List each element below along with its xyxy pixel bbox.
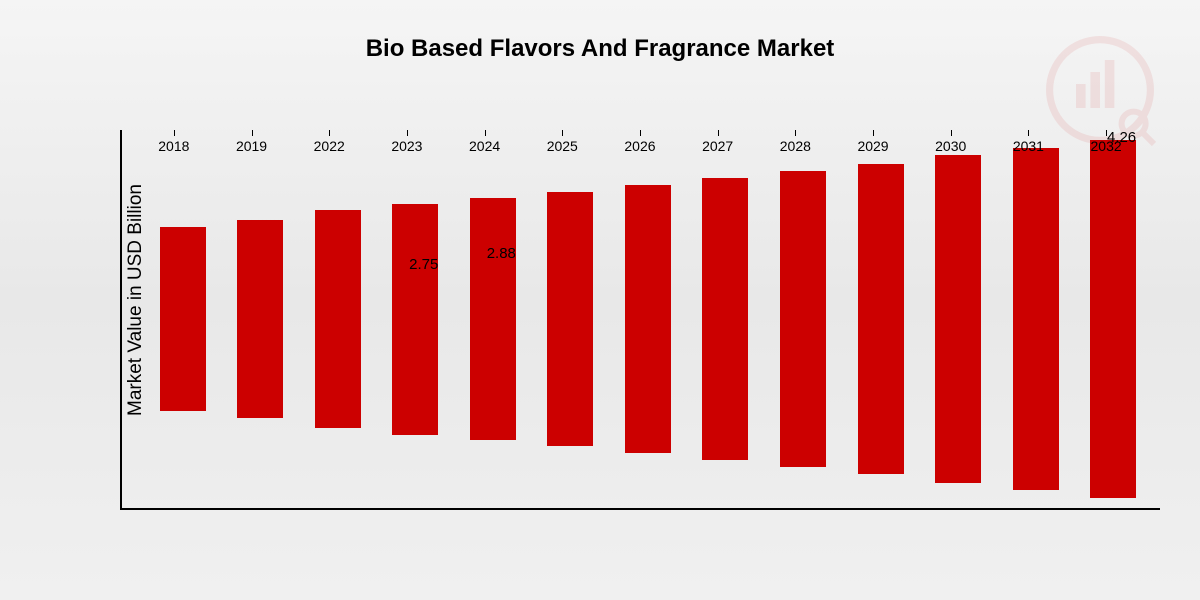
bar-group [844, 130, 904, 508]
bar [625, 185, 671, 454]
bar [392, 204, 438, 435]
x-tick: 2031 [998, 130, 1058, 154]
plot-area: 2.75 2.88 4.26 [120, 130, 1160, 510]
bar-group: 4.26 [1076, 130, 1136, 508]
bar-group [146, 130, 206, 508]
bar-value-label: 2.75 [409, 256, 438, 273]
bar-group: 2.75 [378, 130, 438, 508]
bar-group [921, 130, 981, 508]
x-tick: 2022 [299, 130, 359, 154]
bar [1090, 140, 1136, 498]
x-tick: 2023 [377, 130, 437, 154]
x-axis: 2018 2019 2022 2023 2024 2025 2026 2027 2028 2029… [120, 130, 1160, 154]
bar-group [533, 130, 593, 508]
bar-group [999, 130, 1059, 508]
bar [1013, 148, 1059, 491]
bar [547, 192, 593, 447]
bar [470, 198, 516, 440]
x-tick: 2030 [921, 130, 981, 154]
x-tick: 2018 [144, 130, 204, 154]
bar-group [611, 130, 671, 508]
chart-title: Bio Based Flavors And Fragrance Market [0, 0, 1200, 73]
bar [780, 171, 826, 467]
bar-group [688, 130, 748, 508]
bar [702, 178, 748, 459]
bar-group: 2.88 [456, 130, 516, 508]
x-tick: 2026 [610, 130, 670, 154]
x-tick: 2027 [688, 130, 748, 154]
x-tick: 2025 [532, 130, 592, 154]
x-tick: 2024 [455, 130, 515, 154]
x-tick: 2028 [765, 130, 825, 154]
bar-group [223, 130, 283, 508]
bar-group [766, 130, 826, 508]
bar-group [301, 130, 361, 508]
x-tick: 2029 [843, 130, 903, 154]
bar [935, 155, 981, 483]
bar [160, 227, 206, 412]
bar-value-label: 2.88 [487, 245, 516, 262]
chart-container: 2.75 2.88 4.26 2018 2019 2022 2023 2024 2025 202… [100, 130, 1160, 540]
x-tick: 2019 [222, 130, 282, 154]
x-tick: 2032 [1076, 130, 1136, 154]
bar [858, 164, 904, 475]
bar [237, 220, 283, 417]
bars-area: 2.75 2.88 4.26 [122, 130, 1160, 508]
bar [315, 210, 361, 428]
